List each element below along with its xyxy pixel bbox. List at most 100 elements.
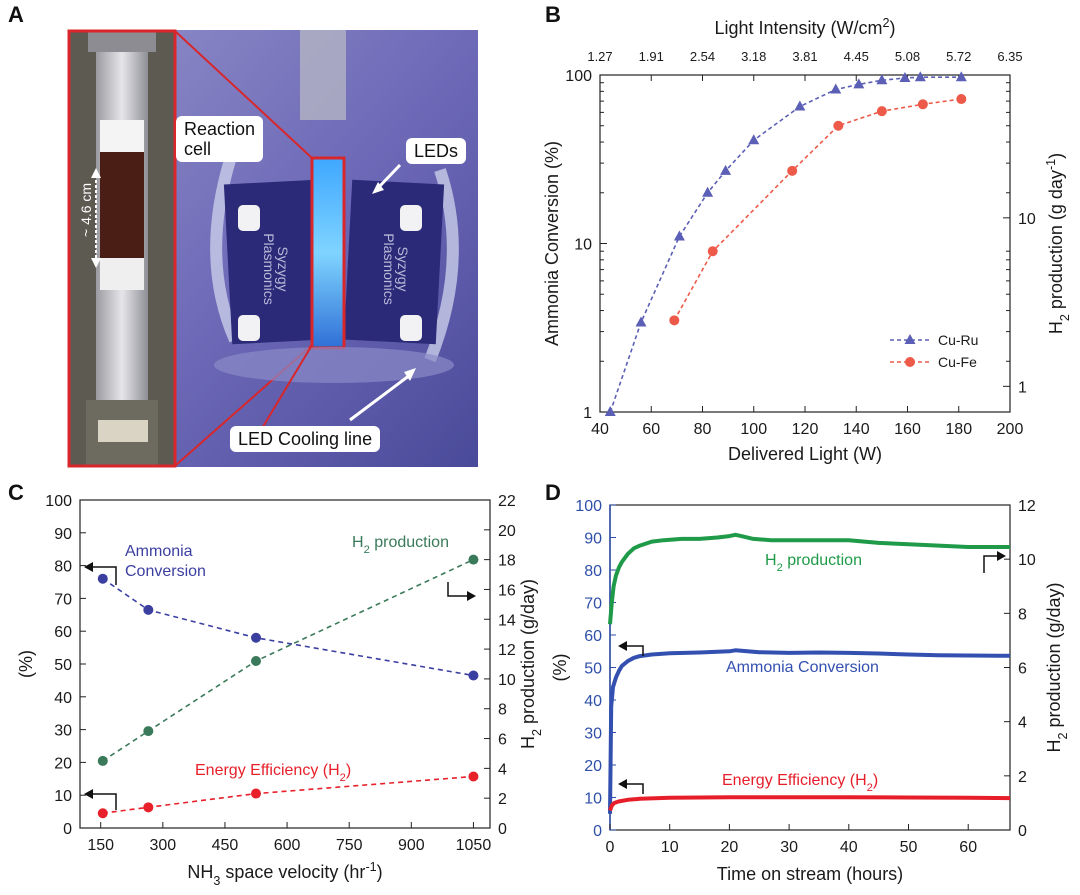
b-point-Cu-Fe [833,120,844,131]
b-top-tick-label: 3.18 [741,49,766,64]
c-arrow-ammonia-head [84,562,93,572]
d-annotation-ammonia: Ammonia Conversion [726,659,879,676]
c-annotation-ee: Energy Efficiency (H2) [195,762,351,784]
d-y2-tick-label: 8 [1018,606,1027,623]
d-x-tick-label: 20 [721,839,739,856]
c-point-Energy Efficiency (H2) [251,788,262,799]
d-x-tick-label: 60 [959,839,977,856]
d-y2-axis-label: H2 production (g/day) [1044,582,1070,752]
b-top-tick-label: 3.81 [792,49,817,64]
d-y-tick-label: 10 [584,791,602,808]
c-x-axis-label: NH3 space velocity (hr-1) [187,860,382,888]
c-y2-tick-label: 0 [498,821,507,838]
inset-wool-top [100,120,144,152]
c-x-tick-label: 750 [336,837,363,854]
c-y-tick-label: 100 [45,493,72,510]
b-x-tick-label: 160 [894,421,921,438]
b-x-tick-label: 100 [740,421,767,438]
c-y2-tick-label: 12 [498,642,516,659]
d-arrow-ammonia [624,645,644,656]
cell-leader [254,344,313,441]
b-point-Cu-Fe [917,99,928,110]
c-y-tick-label: 40 [54,690,72,707]
c-point-Ammonia Conversion [97,573,108,584]
c-series-line-H2 production [102,558,474,762]
c-annotation-h2: H2 production [352,534,449,556]
c-arrow-ee-head [84,789,93,799]
c-arrow-ammonia [90,566,117,585]
d-y2-tick-label: 12 [1018,498,1036,515]
d-y-tick-label: 80 [584,563,602,580]
d-y-axis-label: (%) [550,654,570,682]
c-y2-tick-label: 20 [498,523,516,540]
c-y2-tick-label: 14 [498,612,516,629]
b-point-Cu-Ru [955,71,967,82]
d-y-tick-label: 70 [584,596,602,613]
b-y2-tick-label: 1 [1018,379,1027,396]
c-point-Energy Efficiency (H2) [143,802,154,813]
c-x-tick-label: 300 [149,837,176,854]
cooling-line-label: LED Cooling line [230,426,381,452]
d-annotation-h2: H2 production [765,552,862,574]
d-series-line-Energy Efficiency (H2) [608,795,1011,812]
leds-label: LEDs [406,138,467,164]
d-y-tick-label: 60 [584,628,602,645]
c-point-H2 production [143,726,154,737]
b-top-tick-label: 1.27 [587,49,612,64]
d-y2-tick-label: 6 [1018,661,1027,678]
d-arrow-ammonia-head [618,641,627,651]
d-series-line-H2 production [608,532,1010,625]
b-top-tick-label: 5.08 [895,49,920,64]
b-point-Cu-Ru [673,230,685,241]
c-y2-tick-label: 22 [498,493,516,510]
d-arrow-h2-head [997,551,1006,561]
scale-arrow-top [91,168,101,178]
leds-arrowhead [372,182,384,194]
b-point-Cu-Fe [787,165,798,176]
b-x-tick-label: 140 [843,421,870,438]
leds-arrow [376,163,402,190]
b-point-Cu-Ru [748,134,760,145]
c-y2-tick-label: 10 [498,672,516,689]
b-top-tick-label: 1.91 [639,49,664,64]
b-legend-label-Cu-Ru: Cu-Ru [938,332,978,348]
b-point-Cu-Ru [794,100,806,111]
c-y-tick-label: 50 [54,657,72,674]
d-x-axis-label: Time on stream (hours) [717,864,903,884]
b-x-tick-label: 180 [945,421,972,438]
fitting-1 [238,205,260,231]
b-x-tick-label: 40 [591,421,609,438]
d-y2-tick-label: 4 [1018,715,1027,732]
cooling-tube-right [424,168,459,363]
c-y-tick-label: 0 [63,821,72,838]
c-y2-axis-label: H2 production (g/day) [518,579,544,749]
c-y-axis-label: (%) [16,650,36,678]
b-point-Cu-Ru [830,83,842,94]
b-y2-tick-label: 10 [1018,211,1036,228]
b-x-tick-label: 120 [792,421,819,438]
b-x-axis-label: Delivered Light (W) [728,444,882,464]
d-x-tick-label: 50 [900,839,918,856]
c-point-Energy Efficiency (H2) [468,771,479,782]
b-legend-marker-Cu-Fe [905,357,915,367]
c-y2-tick-label: 8 [498,702,507,719]
c-y-tick-label: 10 [54,788,72,805]
c-arrow-h2 [447,582,470,597]
d-x-tick-label: 30 [780,839,798,856]
reaction-cell-glow [312,158,344,348]
b-point-Cu-Fe [876,106,887,117]
b-x-tick-label: 80 [694,421,712,438]
cooling-arrow [349,373,411,422]
b-point-Cu-Ru [604,406,616,416]
c-y-tick-label: 20 [54,755,72,772]
c-arrow-ee [90,793,117,810]
b-top-tick-label: 2.54 [690,49,715,64]
d-y2-tick-label: 2 [1018,769,1027,786]
b-point-Cu-Ru [635,316,647,327]
c-y-tick-label: 30 [54,723,72,740]
inset-border [67,29,177,468]
b-point-Cu-Ru [876,74,888,85]
b-point-Cu-Ru [702,186,714,197]
d-y-tick-label: 40 [584,693,602,710]
